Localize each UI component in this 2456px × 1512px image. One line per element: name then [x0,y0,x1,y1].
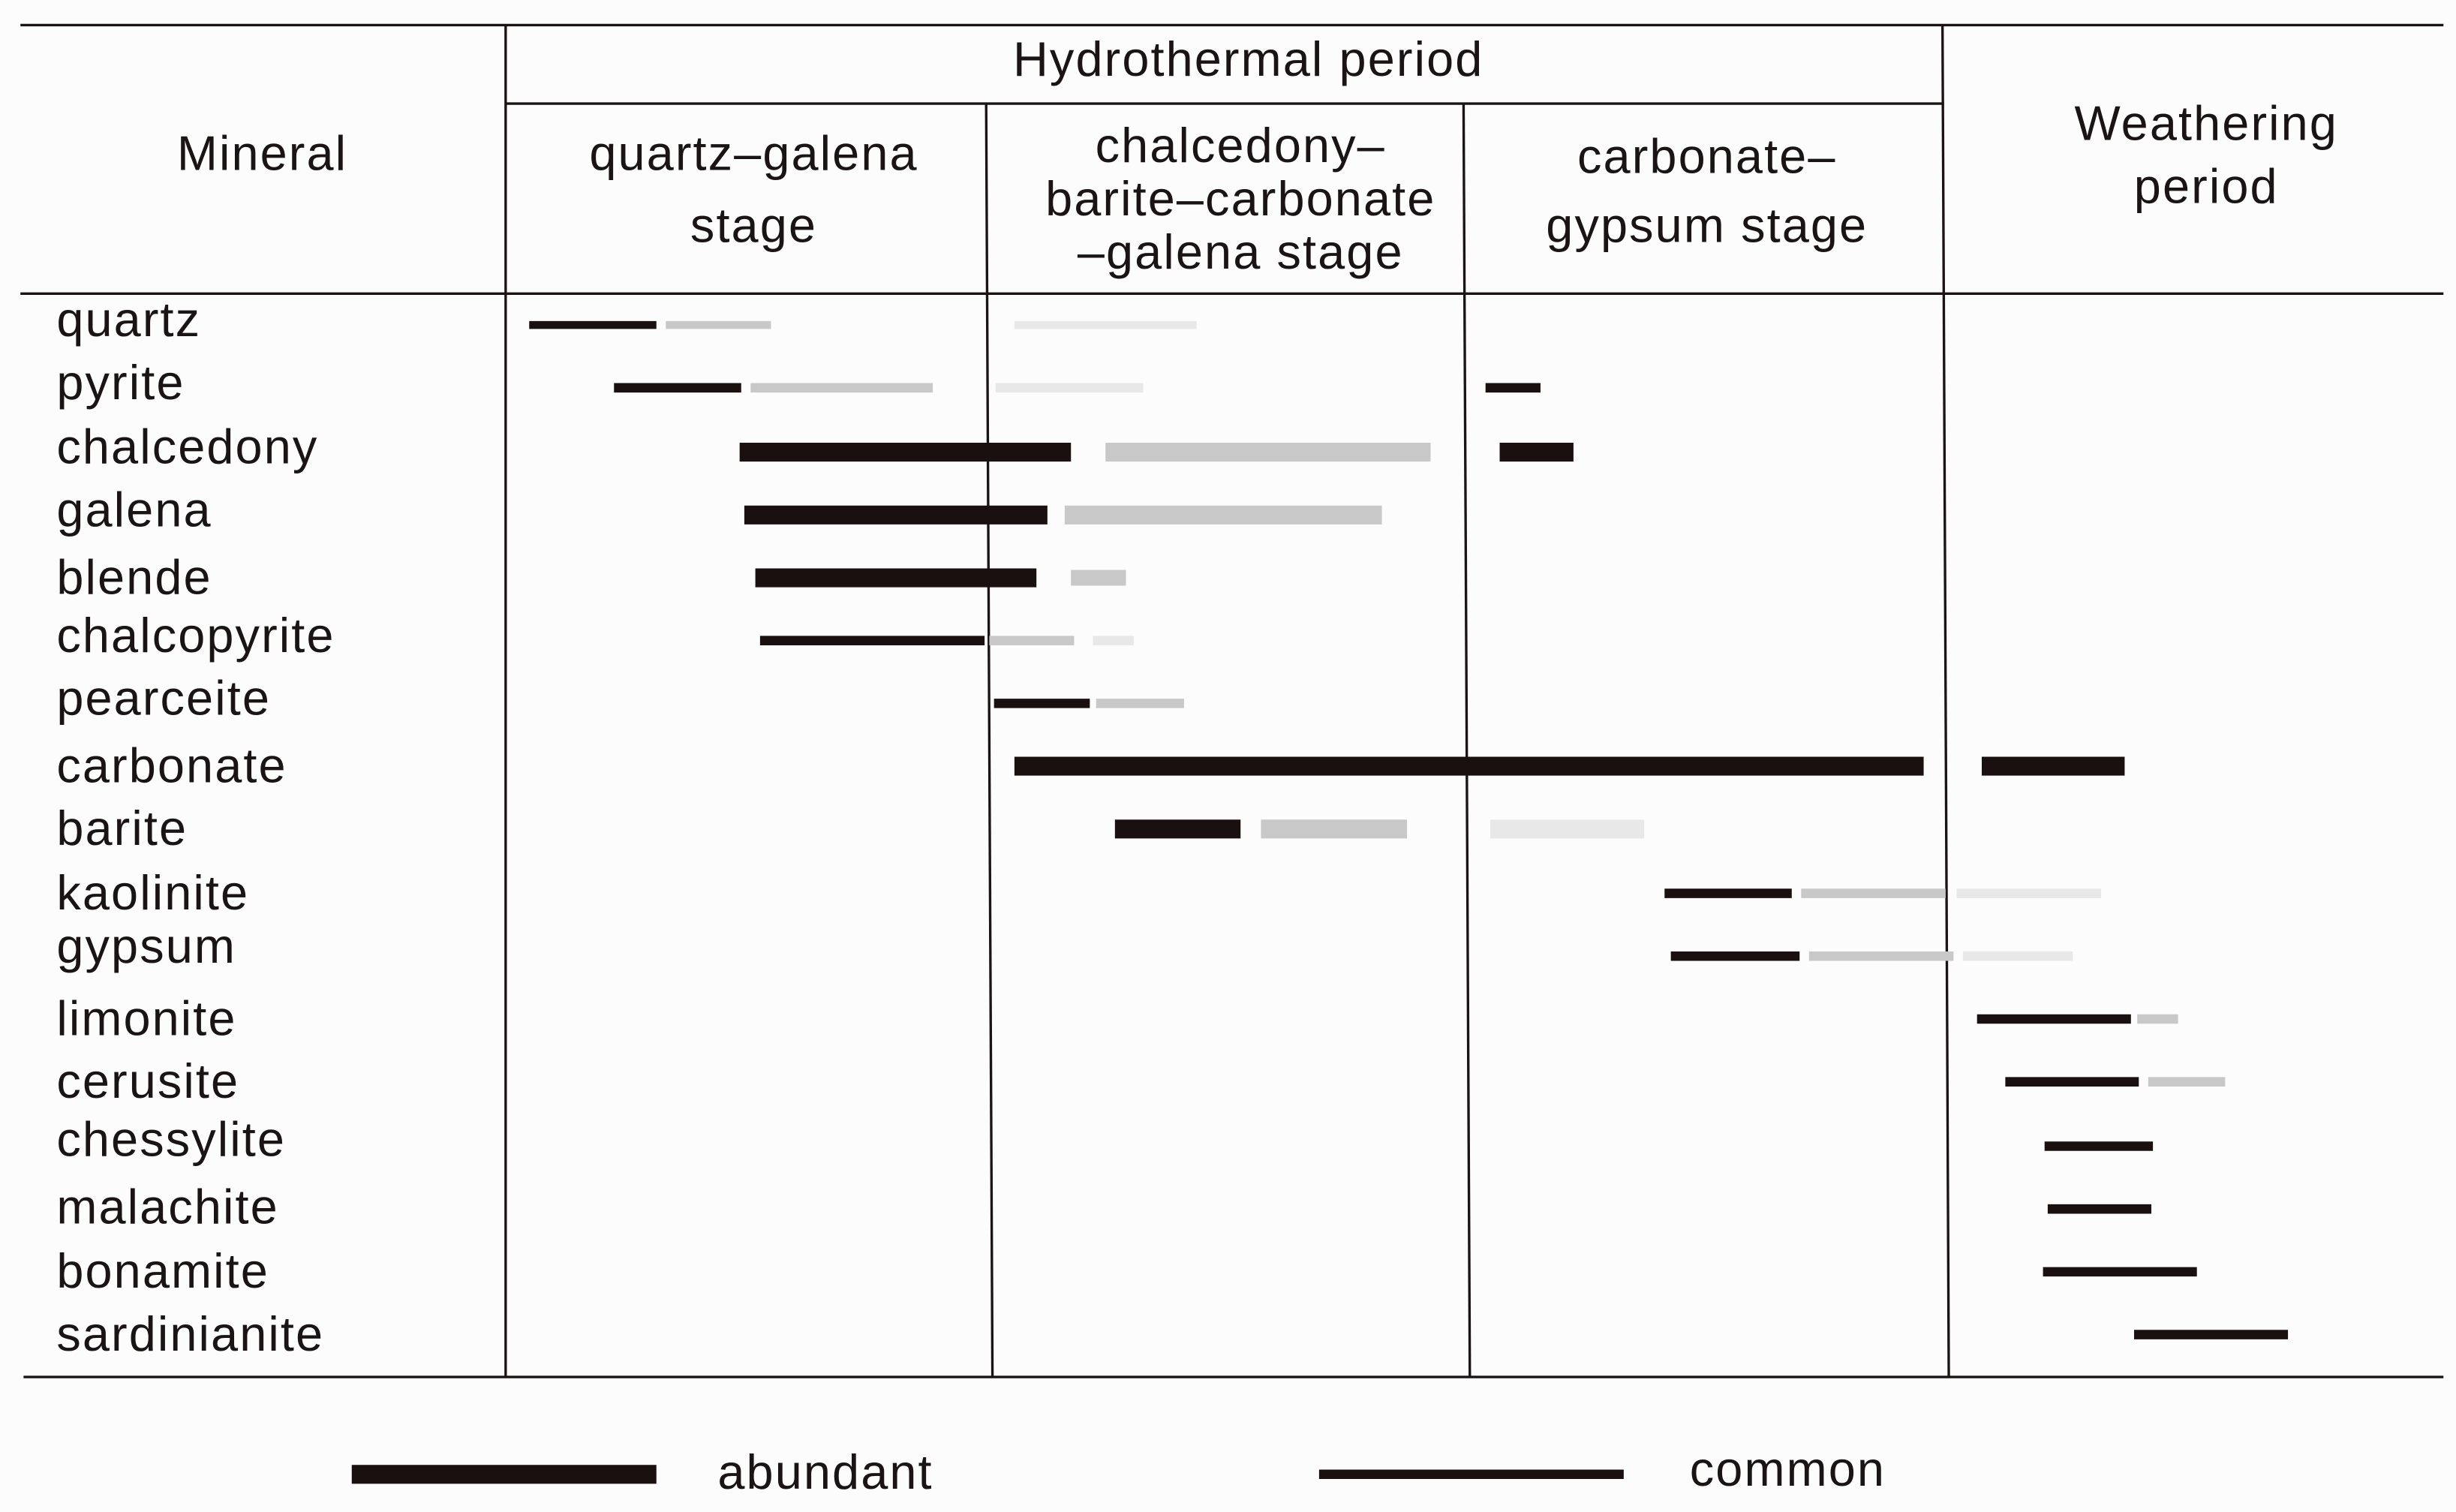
mineral-name: limonite [56,990,236,1045]
mineral-name: chalcedony [56,419,318,474]
stage-header: barite–carbonate [1045,171,1435,226]
weathering-header: period [2134,158,2279,213]
legend-label: common [1690,1441,1886,1496]
column-divider [1941,25,1950,1378]
mineral-name: barite [56,801,188,855]
column-divider [985,104,994,1378]
mineral-name: chalcopyrite [56,608,335,663]
weathering-header: Weathering [2075,96,2338,151]
period-header: Hydrothermal period [1013,32,1484,86]
mineral-name: quartz [56,292,201,347]
column-divider [1462,104,1471,1378]
stage-header: gypsum stage [1546,198,1868,253]
mineral-name: cerusite [56,1054,239,1108]
mineral-name: pearceite [56,670,271,725]
mineral-name: galena [56,482,212,537]
legend-label: abundant [717,1444,933,1499]
mineral-name: kaolinite [56,865,249,920]
mineral-name: chessylite [56,1111,286,1166]
stage-header: stage [690,198,817,253]
mineral-name: gypsum [56,918,236,973]
mineral-name: pyrite [56,355,185,410]
stage-header: carbonate– [1577,129,1837,184]
mineral-header: Mineral [177,125,347,180]
mineral-name: malachite [56,1179,278,1234]
mineral-name: bonamite [56,1243,269,1298]
mineral-name: sardinianite [56,1306,324,1361]
mineral-name: blende [56,549,212,604]
stage-header: quartz–galena [589,125,918,180]
mineral-name: carbonate [56,738,287,792]
stage-header: chalcedony– [1096,118,1386,173]
stage-header: –galena stage [1078,224,1404,279]
